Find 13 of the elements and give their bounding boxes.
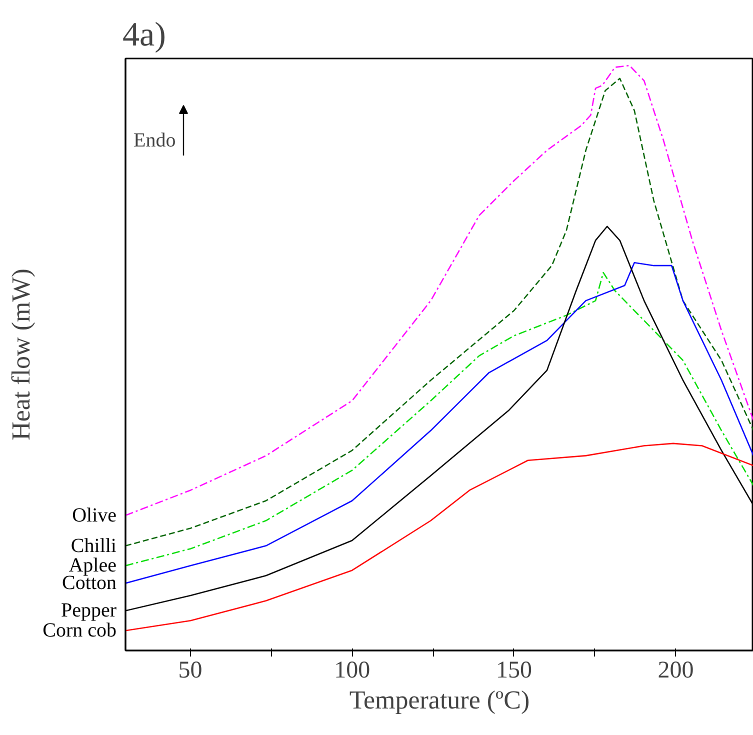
series-label: Olive [72, 504, 117, 526]
x-tick-label: 200 [658, 658, 694, 684]
x-axis-title: Temperature (ºC) [349, 686, 530, 714]
series-label: Aplee [68, 554, 117, 577]
y-axis-title: Heat flow (mW) [6, 268, 36, 440]
x-tick-label: 150 [496, 658, 532, 684]
chart-title: 4a) [122, 16, 166, 54]
annotation: Endo [134, 130, 176, 152]
series-label: Pepper [60, 600, 117, 622]
x-tick-label: 100 [334, 658, 370, 684]
series-label: Chilli [70, 534, 117, 557]
x-tick-label: 50 [178, 658, 202, 684]
series-label: Corn cob [42, 620, 117, 642]
